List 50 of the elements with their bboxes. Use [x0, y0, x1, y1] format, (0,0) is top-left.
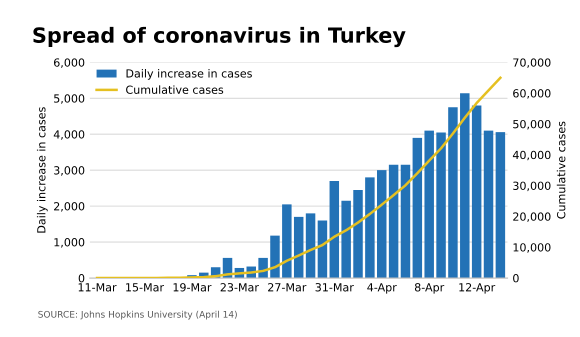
- y2-tick-label: 20,000: [513, 212, 550, 222]
- chart-title: Spread of coronavirus in Turkey: [33, 26, 406, 48]
- bar: [341, 200, 351, 278]
- x-tick-label: 12-Apr: [459, 283, 496, 294]
- bar: [424, 130, 434, 278]
- x-tick-label: 31-Mar: [316, 283, 354, 292]
- y2-tick-label: 30,000: [513, 182, 550, 192]
- y2-tick-label: 0: [513, 274, 519, 282]
- x-tick-label: 27-Mar: [268, 283, 306, 292]
- source-note: SOURCE: Johns Hopkins University (April 14): [38, 310, 237, 320]
- bar: [448, 107, 458, 278]
- y-tick-label: 6,000: [54, 58, 84, 68]
- y2-tick-label: 10,000: [514, 243, 550, 253]
- y2-tick-label: 50,000: [513, 120, 550, 130]
- bar: [282, 204, 292, 278]
- y2-tick-label: 70,000: [513, 58, 550, 68]
- y-tick-label: 5,000: [54, 94, 84, 104]
- y-tick-label: 2,000: [54, 202, 84, 212]
- y2-tick-label: 60,000: [513, 89, 550, 99]
- bar: [388, 164, 398, 278]
- bar: [496, 132, 506, 278]
- y-tick-label: 3,000: [54, 166, 84, 176]
- x-tick-label: 8-Apr: [414, 283, 444, 294]
- bar: [365, 177, 375, 278]
- x-tick-label: 4-Apr: [367, 283, 397, 294]
- x-tick-label: 11-Mar: [78, 283, 117, 292]
- y-tick-label: 1,000: [54, 238, 84, 248]
- y2-axis-title: Cumulative cases: [556, 122, 566, 219]
- bar: [318, 220, 328, 278]
- x-tick-label: 15-Mar: [126, 283, 164, 292]
- bar: [330, 180, 340, 278]
- legend-label: Cumulative cases: [126, 85, 224, 94]
- bar: [377, 170, 386, 278]
- bar: [400, 164, 410, 278]
- y-axis-title: Daily increase in cases: [36, 107, 48, 233]
- y-tick-label: 4,000: [54, 130, 84, 140]
- x-tick-label: 19-Mar: [174, 283, 212, 292]
- bar: [436, 132, 446, 278]
- bar: [460, 93, 470, 278]
- bar: [472, 105, 482, 278]
- bar: [294, 216, 304, 278]
- bar: [412, 138, 422, 278]
- bar: [306, 213, 316, 278]
- bar: [270, 236, 280, 278]
- bar: [353, 190, 363, 278]
- bar: [484, 130, 494, 278]
- y2-tick-label: 40,000: [512, 150, 550, 160]
- x-tick-label: 23-Mar: [220, 283, 259, 292]
- legend-label: Daily increase in cases: [126, 69, 252, 80]
- y-tick-label: 0: [78, 274, 84, 282]
